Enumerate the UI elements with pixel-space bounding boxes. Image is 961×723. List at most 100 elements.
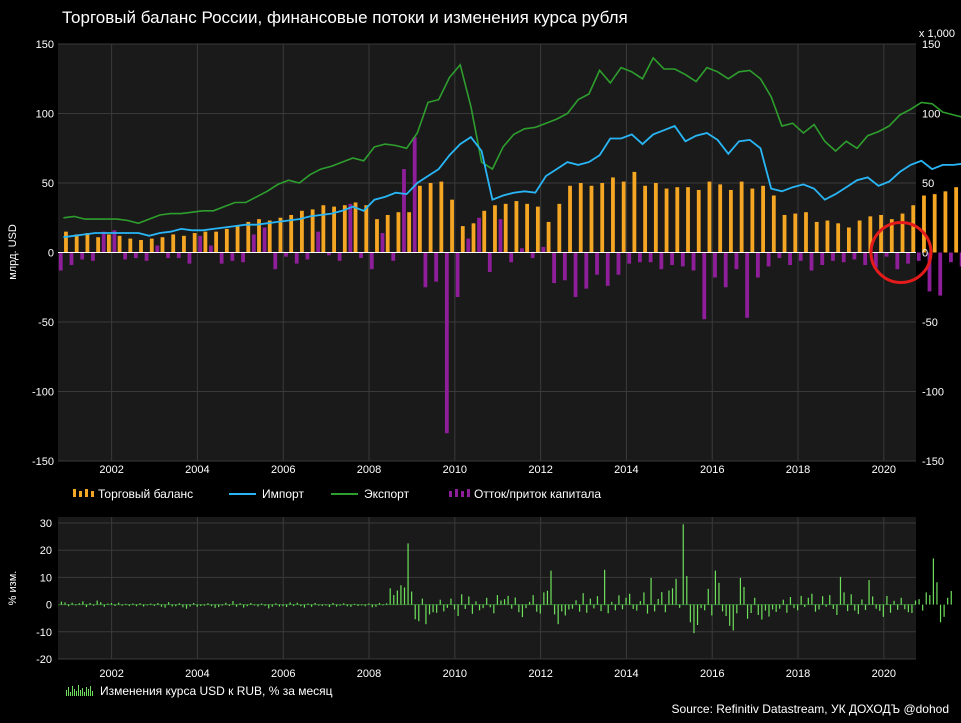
fx-change-bar (100, 602, 102, 605)
fx-change-bar (496, 595, 499, 605)
capital-flow-bar (852, 252, 857, 260)
legend-fx-change-swatch (66, 685, 93, 696)
top-left-tick-label: -100 (32, 387, 54, 399)
capital-flow-bar (959, 252, 961, 267)
fx-change-bar (646, 604, 649, 614)
capital-flow-bar (187, 252, 192, 264)
trade-balance-bar (385, 214, 390, 253)
capital-flow-bar (251, 234, 256, 253)
fx-change-bar (932, 558, 934, 605)
top-right-tick-label: -150 (922, 456, 944, 468)
fx-change-bar (686, 576, 688, 605)
fx-change-bar (861, 599, 863, 605)
fx-change-bar (178, 603, 180, 605)
trade-balance-bar (310, 209, 315, 253)
capital-flow-bar (841, 252, 846, 263)
top-x-tick-label: 2006 (271, 464, 295, 476)
fx-change-bar (221, 604, 223, 606)
fx-change-bar (386, 603, 388, 605)
capital-flow-bar (455, 252, 460, 297)
trade-balance-bar (460, 226, 465, 253)
fx-change-bar (461, 594, 463, 605)
fx-change-bar (607, 604, 609, 614)
legend-trade-balance-swatch-bar (73, 489, 76, 497)
capital-flow-bar (69, 252, 74, 266)
trade-balance-bar (300, 210, 304, 253)
trade-balance-bar (85, 233, 90, 253)
capital-flow-bar (927, 252, 932, 292)
fx-change-bar (403, 587, 406, 605)
fx-change-bar (368, 603, 370, 605)
capital-flow-bar (305, 252, 310, 260)
legend-fx-change-swatch-bar (82, 688, 83, 696)
trade-balance-bar (911, 205, 916, 253)
top-grid (58, 43, 916, 462)
fx-change-bar (139, 603, 141, 605)
capital-flow-bar (112, 230, 117, 253)
trade-balance-bar (417, 185, 422, 253)
fx-change-bar (939, 604, 942, 623)
bottom-y-tick-label: 30 (40, 518, 52, 530)
legend-fx-change-swatch-bar (66, 690, 67, 696)
trade-balance-bars (64, 171, 959, 253)
top-x-tick-label: 2012 (528, 464, 552, 476)
capital-flow-bar (916, 252, 921, 261)
fx-change-bar (239, 603, 241, 605)
top-legend: Торговый баланс Импорт Экспорт Отток/при… (73, 487, 601, 501)
legend-fx-change-swatch-bar (80, 690, 81, 696)
top-right-tick-label: 100 (922, 109, 940, 121)
fx-change-bar (657, 598, 659, 605)
trade-balance-bar (557, 203, 562, 253)
fx-change-bar (750, 604, 752, 614)
fx-change-bar (768, 604, 770, 617)
fx-change-bar (518, 604, 520, 613)
fx-change-bar (764, 604, 767, 611)
fx-change-bar (847, 604, 849, 612)
capital-flow-bar (691, 252, 696, 271)
fx-change-bar (553, 604, 556, 615)
fx-change-bar (193, 602, 195, 605)
bottom-x-tick-label: 2012 (528, 668, 552, 680)
legend-fx-change-swatch-bar (88, 689, 89, 696)
fx-change-bar (157, 602, 159, 605)
fx-change-bar (432, 604, 434, 613)
legend-trade-balance-swatch-bar (91, 491, 94, 497)
capital-flow-bar (530, 252, 535, 259)
fx-change-bar (804, 604, 806, 608)
fx-change-bar (814, 604, 817, 612)
capital-flow-bar (241, 252, 245, 263)
trade-balance-bar (739, 181, 744, 253)
fx-change-bar (182, 604, 184, 608)
fx-change-bar (782, 599, 784, 605)
fx-change-bar (300, 604, 302, 607)
fx-change-bar (82, 601, 84, 605)
trade-balance-bar (600, 183, 605, 253)
fx-change-bar (92, 604, 95, 606)
fx-change-bar (875, 604, 877, 609)
fx-change-bar (864, 604, 867, 611)
chart-title: Торговый баланс России, финансовые поток… (62, 8, 628, 27)
legend-capital-flow-swatch-bar (461, 491, 464, 497)
fx-change-bar (650, 577, 652, 605)
legend-capital-flow-swatch (449, 489, 470, 497)
capital-flow-bar (434, 252, 439, 282)
fx-change-bar (103, 604, 105, 607)
trade-balance-bar (954, 187, 959, 253)
fx-change-bar (160, 604, 163, 607)
fx-change-bar (332, 602, 334, 605)
trade-balance-bar (729, 189, 733, 253)
fx-change-bar (918, 599, 920, 605)
fx-change-bar (253, 604, 256, 606)
capital-flow-bar (412, 137, 417, 253)
fx-change-bar (793, 604, 795, 609)
fx-change-bar (85, 604, 88, 608)
trade-balance-bar (106, 234, 111, 253)
fx-change-bar (489, 604, 491, 608)
fx-change-bar (436, 604, 438, 613)
trade-balance-bar (750, 188, 755, 253)
capital-flow-bar (498, 219, 503, 253)
bottom-y-axis-label: % изм. (7, 571, 19, 606)
fx-change-bar (503, 599, 506, 605)
trade-balance-bar (546, 221, 551, 253)
